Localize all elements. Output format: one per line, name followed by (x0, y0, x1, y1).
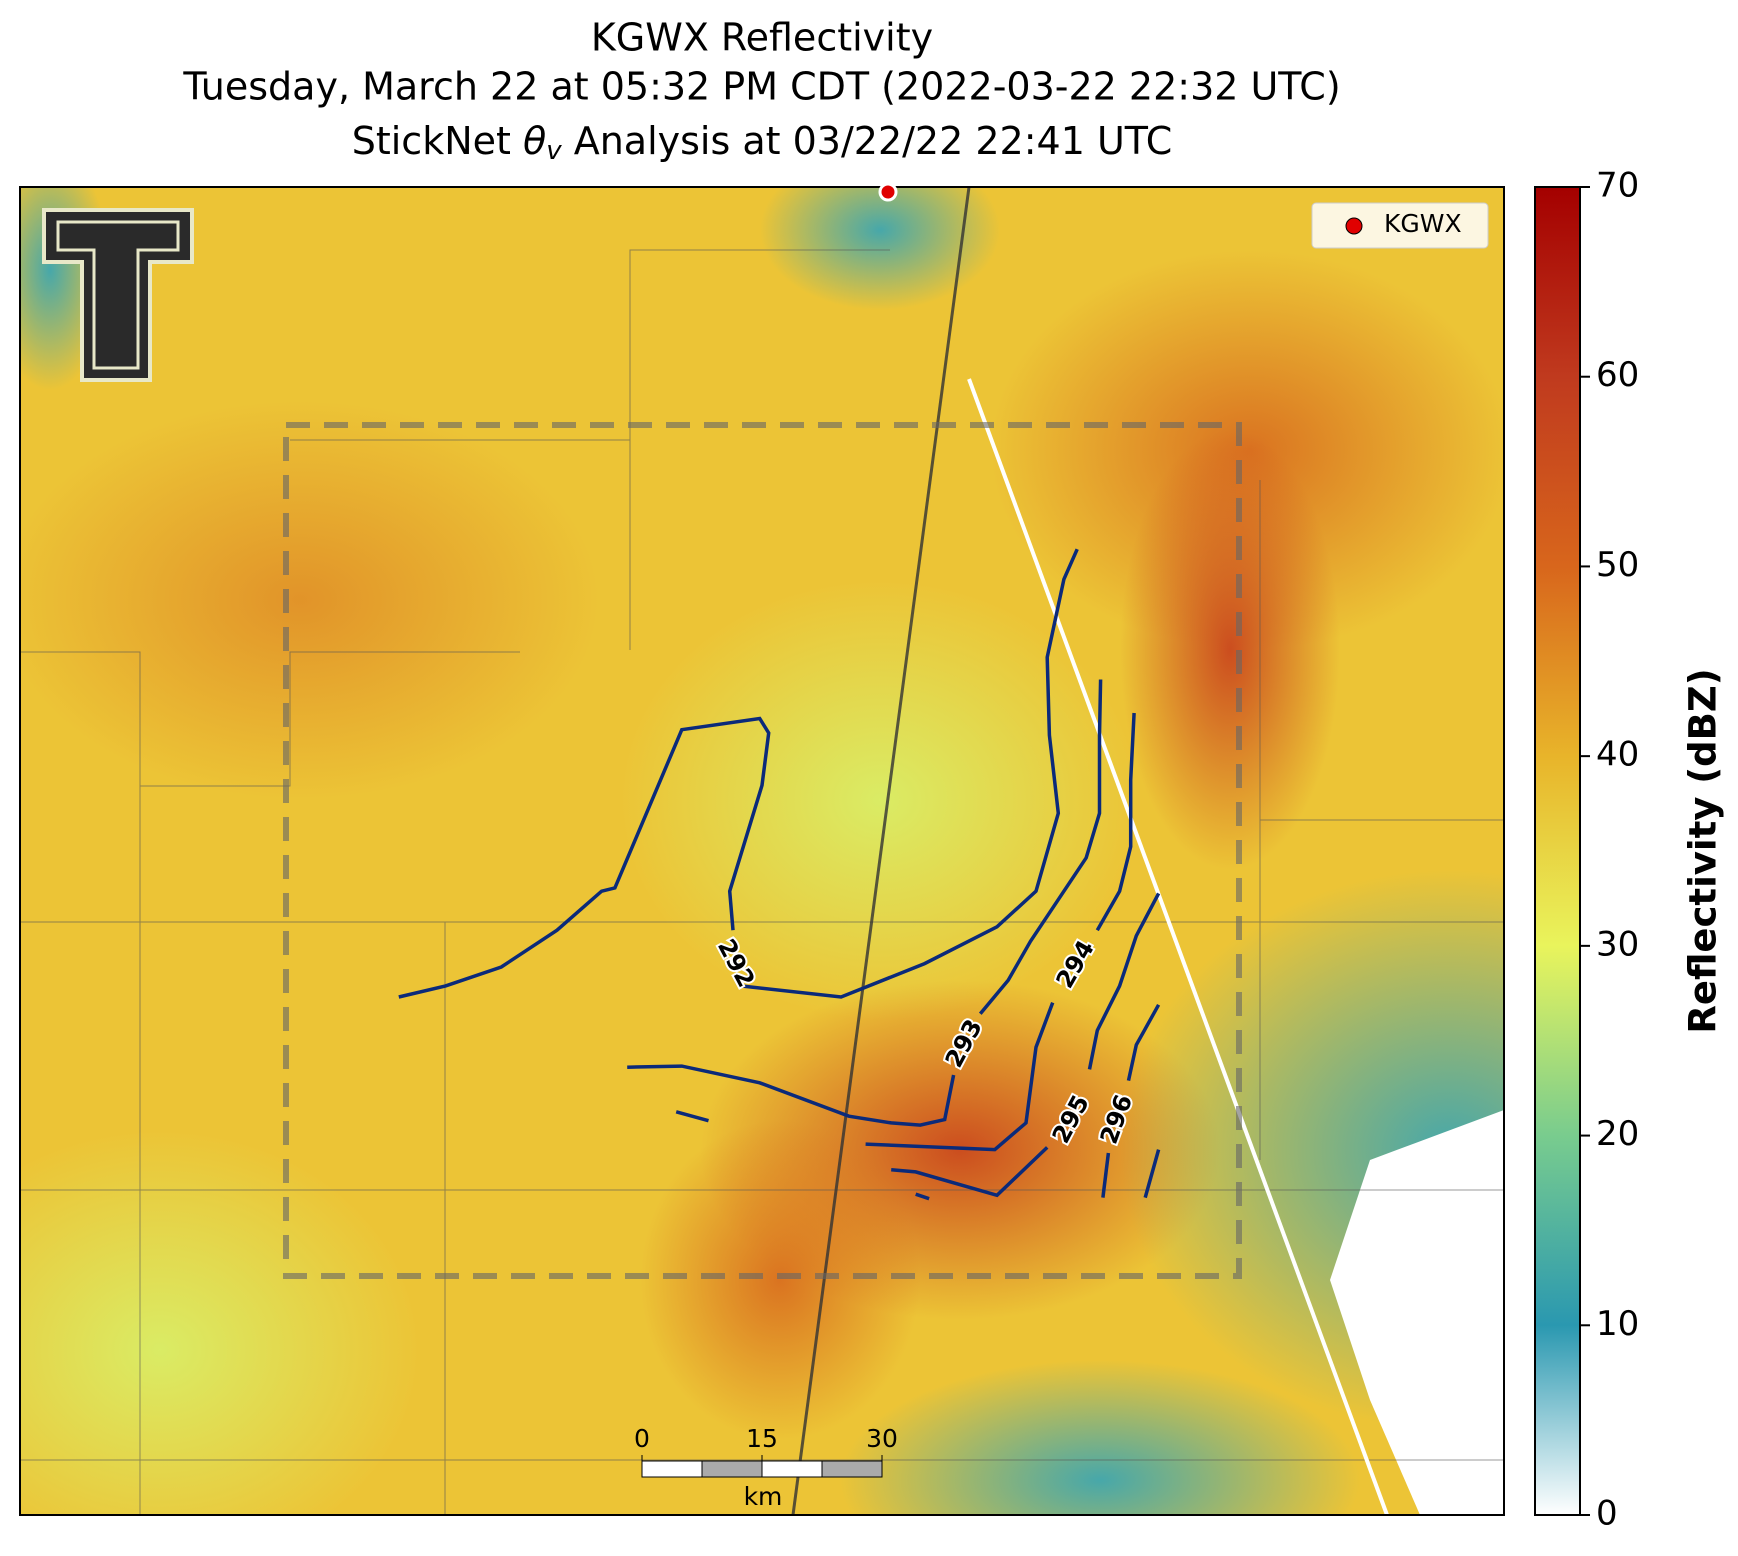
scale-tick-label: 0 (634, 1424, 650, 1453)
colorbar-tick-label: 0 (1596, 1494, 1618, 1534)
colorbar-tick-label: 40 (1596, 735, 1639, 775)
colorbar-tick-label: 10 (1596, 1304, 1639, 1344)
contour-line (891, 1146, 1049, 1198)
colorbar-tick-label: 20 (1596, 1114, 1639, 1154)
contour-line (740, 548, 1079, 999)
colorbar-tick-label: 70 (1596, 166, 1639, 206)
echo (20, 1130, 420, 1515)
legend: KGWX (1311, 202, 1489, 249)
contour-line (675, 1110, 709, 1123)
scale-segment (641, 1460, 703, 1478)
scale-segment (761, 1460, 823, 1478)
contour-line (1095, 712, 1136, 932)
title-part: Analysis at 03/22/22 22:41 UTC (562, 119, 1173, 163)
title-line: StickNet θv Analysis at 03/22/22 22:41 U… (352, 119, 1173, 166)
legend-marker (1345, 217, 1363, 235)
scale-bar: 0 15 30 km (634, 1424, 898, 1511)
contour-line (1101, 1152, 1111, 1198)
scale-tick-label: 15 (746, 1424, 778, 1453)
contour-line (1143, 1149, 1161, 1199)
title-line: Tuesday, March 22 at 05:32 PM CDT (2022-… (182, 65, 1340, 109)
scale-tick-label: 30 (866, 1424, 898, 1453)
title-part: StickNet (352, 119, 523, 163)
colorbar (1534, 186, 1581, 1516)
colorbar-tick-label: 60 (1596, 355, 1639, 395)
contour-line (865, 1001, 1055, 1152)
title-part: v (546, 136, 562, 166)
legend-label: KGWX (1384, 209, 1462, 238)
no-echo (1330, 1110, 1504, 1515)
county-lines (20, 249, 1504, 1515)
title-line: KGWX Reflectivity (591, 16, 933, 60)
contour-line (978, 679, 1103, 1015)
radial-artifact (967, 378, 1389, 1515)
legend-box (1311, 202, 1489, 249)
echo (620, 580, 1140, 1020)
radial-artifact (791, 187, 971, 1515)
contour-line (1087, 892, 1161, 1070)
colorbar-tick-label: 30 (1596, 924, 1639, 964)
contour-line (627, 1064, 956, 1127)
analysis-domain (283, 422, 1242, 1279)
echo (760, 187, 1000, 310)
contour-line (915, 1192, 930, 1201)
echo (20, 400, 600, 800)
radar-site (878, 182, 898, 202)
echo (840, 1360, 1360, 1515)
echo (640, 1120, 920, 1440)
contour-line (1126, 1003, 1161, 1081)
title: KGWX Reflectivity Tuesday, March 22 at 0… (182, 16, 1340, 166)
scale-segment (821, 1460, 883, 1478)
contour-line (398, 716, 771, 999)
colorbar-tick-label: 50 (1596, 545, 1639, 585)
map-frame (19, 186, 1505, 1516)
logo (42, 208, 194, 382)
echo (1120, 430, 1340, 870)
scale-unit: km (744, 1482, 783, 1511)
colorbar-label: Reflectivity (dBZ) (1682, 668, 1725, 1033)
scale-segment (701, 1460, 763, 1478)
title-part: θ (523, 119, 546, 163)
